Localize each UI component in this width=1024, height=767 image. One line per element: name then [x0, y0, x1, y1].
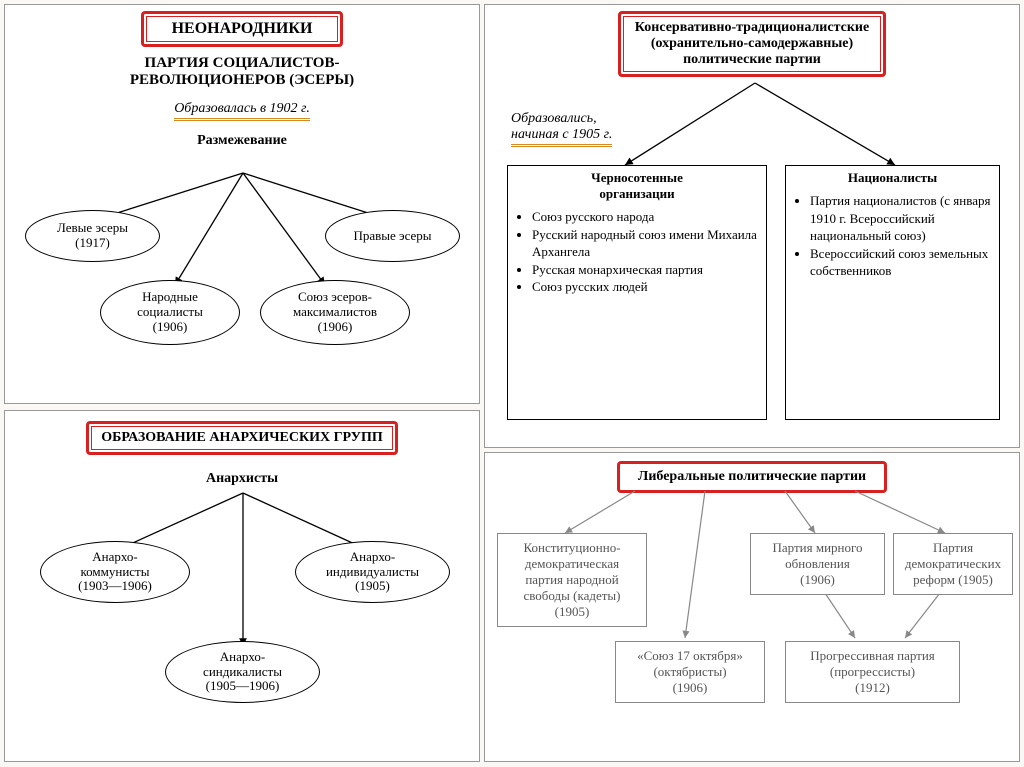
blackhundred-list: Союз русского народа Русский народный со… — [514, 208, 760, 296]
panel2-formed: Образовались, начиная с 1905 г. — [511, 95, 612, 147]
node-dem: Партия демократических реформ (1905) — [893, 533, 1013, 595]
panel2-title: Консервативно-традиционалистские (охрани… — [635, 20, 869, 67]
panel-liberal: Либеральные политические партии Конститу… — [484, 452, 1020, 762]
nationalists-list: Партия националистов (с января 1910 г. В… — [792, 192, 993, 280]
panel1-split: Размежевание — [5, 133, 479, 149]
panel1-subtitle: ПАРТИЯ СОЦИАЛИСТОВ- РЕВОЛЮЦИОНЕРОВ (ЭСЕР… — [5, 55, 479, 89]
panel1-formed: Образовалась в 1902 г. — [174, 101, 310, 121]
panel-conservative: Консервативно-традиционалистские (охрани… — [484, 4, 1020, 448]
panel2-title-box: Консервативно-традиционалистские (охрани… — [618, 11, 886, 77]
panel1-title-box: НЕОНАРОДНИКИ — [141, 11, 344, 47]
node-right-esers: Правые эсеры — [325, 210, 460, 262]
node-prog: Прогрессивная партия (прогрессисты) (191… — [785, 641, 960, 703]
node-anarcho-comm: Анархо- коммунисты (1903—1906) — [40, 541, 190, 603]
panel4-title-box: Либеральные политические партии — [617, 461, 887, 493]
node-max: Союз эсеров- максималистов (1906) — [260, 280, 410, 345]
box-blackhundred: Черносотенные организации Союз русского … — [507, 165, 767, 420]
box-nationalists: Националисты Партия националистов (с янв… — [785, 165, 1000, 420]
node-anarcho-ind: Анархо- индивидуалисты (1905) — [295, 541, 450, 603]
node-left-esers: Левые эсеры (1917) — [25, 210, 160, 262]
node-mir: Партия мирного обновления (1906) — [750, 533, 885, 595]
node-kadet: Конституционно- демократическая партия н… — [497, 533, 647, 627]
panel1-title: НЕОНАРОДНИКИ — [172, 20, 313, 37]
panel-neonarodniki: НЕОНАРОДНИКИ ПАРТИЯ СОЦИАЛИСТОВ- РЕВОЛЮЦ… — [4, 4, 480, 404]
panel3-title: ОБРАЗОВАНИЕ АНАРХИЧЕСКИХ ГРУПП — [101, 430, 383, 445]
panel3-title-box: ОБРАЗОВАНИЕ АНАРХИЧЕСКИХ ГРУПП — [86, 421, 398, 455]
panel-anarchists: ОБРАЗОВАНИЕ АНАРХИЧЕСКИХ ГРУПП Анархисты… — [4, 410, 480, 762]
node-social: Народные социалисты (1906) — [100, 280, 240, 345]
panel3-root: Анархисты — [5, 471, 479, 487]
node-oct: «Союз 17 октября» (октябристы) (1906) — [615, 641, 765, 703]
node-anarcho-synd: Анархо- синдикалисты (1905—1906) — [165, 641, 320, 703]
panel4-title: Либеральные политические партии — [638, 469, 866, 484]
